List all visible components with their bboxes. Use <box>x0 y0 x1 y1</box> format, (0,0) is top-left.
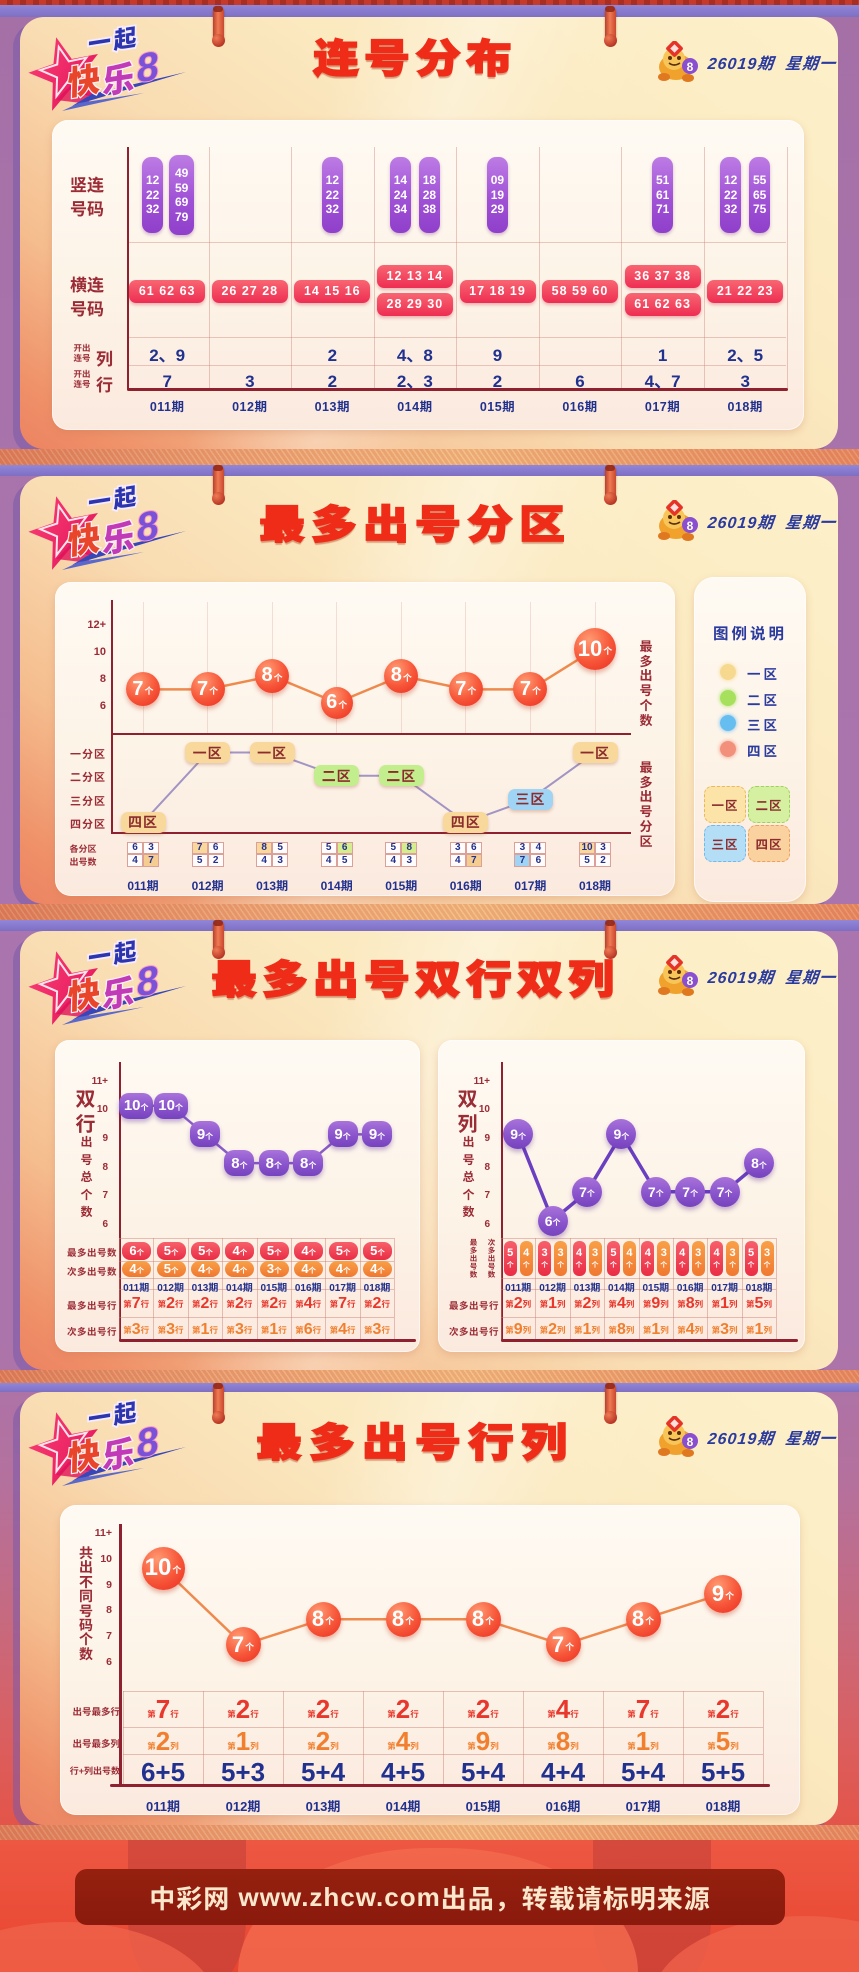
svg-text:一起: 一起 <box>88 937 140 974</box>
svg-text:8: 8 <box>136 32 161 95</box>
svg-text:8: 8 <box>687 60 694 74</box>
svg-text:乐: 乐 <box>102 964 135 1019</box>
svg-text:快: 快 <box>67 1426 100 1481</box>
svg-text:8: 8 <box>687 1435 694 1449</box>
svg-text:快: 快 <box>67 965 100 1020</box>
svg-text:快: 快 <box>67 510 100 565</box>
svg-text:快: 快 <box>67 51 100 106</box>
svg-text:8: 8 <box>687 974 694 988</box>
svg-text:一起: 一起 <box>88 23 140 60</box>
svg-text:乐: 乐 <box>102 509 135 564</box>
svg-text:8: 8 <box>687 519 694 533</box>
svg-text:8: 8 <box>136 491 161 554</box>
svg-text:乐: 乐 <box>102 1425 135 1480</box>
svg-text:8: 8 <box>136 1407 161 1470</box>
svg-text:乐: 乐 <box>102 50 135 105</box>
svg-text:8: 8 <box>136 946 161 1009</box>
